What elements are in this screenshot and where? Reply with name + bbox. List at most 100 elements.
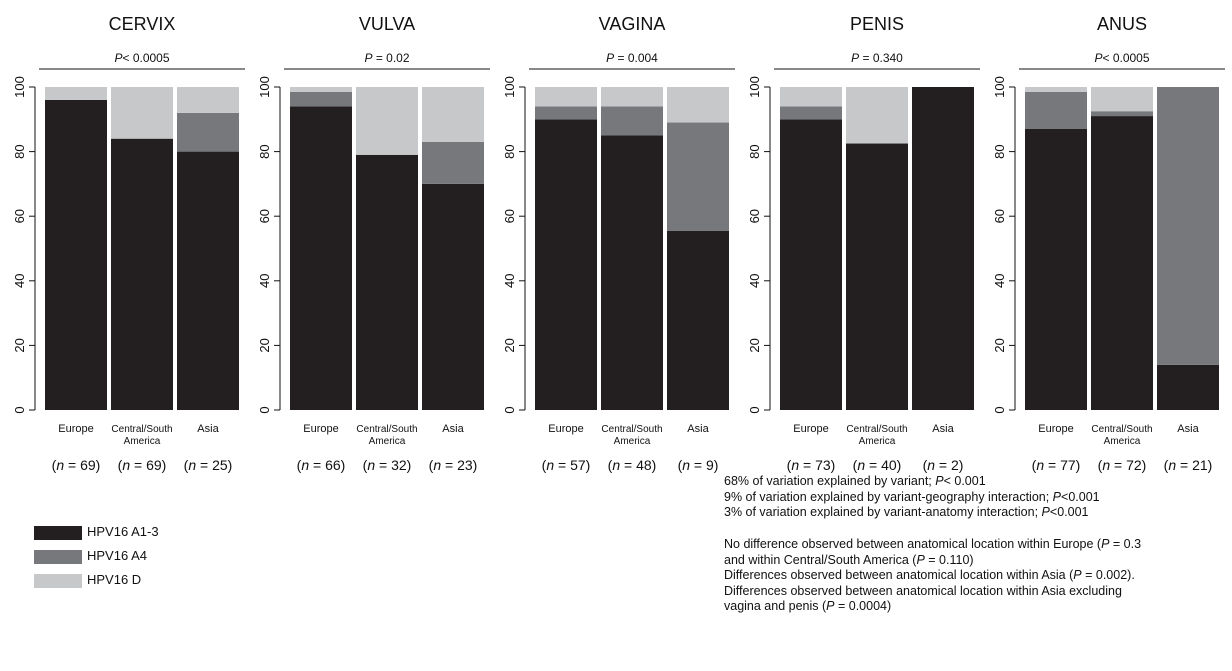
p-value: P< 0.0005 [114, 51, 169, 65]
category-label: Central/South America [1091, 424, 1152, 447]
p-value-symbol: P [606, 51, 614, 65]
p-value-text: = 0.340 [859, 51, 903, 65]
y-tick-label: 60 [992, 209, 1007, 223]
bar-hpv16-d-central-south-america [846, 87, 908, 144]
category-label: Central/South America [846, 424, 907, 447]
category-label-line: Central/South [846, 424, 907, 435]
n-label-symbol: n [1036, 457, 1044, 473]
note-line: No difference observed between anatomica… [724, 537, 1141, 553]
category-label-line: America [1104, 436, 1141, 447]
category-label: Asia [442, 423, 464, 435]
bar-hpv16-a1-3-europe [535, 119, 597, 411]
legend-swatch-a1-3 [34, 526, 82, 540]
note-p-symbol: P [826, 599, 835, 613]
y-tick-label: 100 [12, 76, 27, 98]
bar-hpv16-a4-europe [290, 91, 352, 107]
legend-label-a4: HPV16 A4 [87, 548, 147, 563]
bar-hpv16-d-central-south-america [111, 87, 173, 139]
note-p-symbol: P [1052, 489, 1062, 504]
note-p-symbol: P [1041, 505, 1050, 519]
bar-hpv16-a1-3-central-south-america [111, 138, 173, 410]
n-label: (n = 73) [787, 457, 836, 473]
y-tick-label: 40 [502, 274, 517, 288]
y-tick-label: 60 [502, 209, 517, 223]
category-label-line: Europe [793, 423, 828, 435]
category-label-line: Europe [548, 423, 583, 435]
category-label-line: Central/South [1091, 424, 1152, 435]
n-label: (n = 72) [1098, 457, 1147, 473]
note-value: = 0.3 [1109, 537, 1142, 551]
y-tick-label: 100 [502, 76, 517, 98]
n-label-open: ( [184, 457, 189, 473]
y-tick-label: 0 [747, 406, 762, 413]
legend-label-d: HPV16 D [87, 572, 142, 587]
note-line: Differences observed between anatomical … [724, 584, 1141, 600]
n-label-symbol: n [122, 457, 130, 473]
n-label-symbol: n [188, 457, 196, 473]
y-tick-label: 0 [992, 406, 1007, 413]
category-label-line: Asia [932, 423, 954, 435]
n-label-value: = 32) [375, 457, 411, 473]
y-tick-label: 100 [257, 76, 272, 98]
p-value-symbol: P [1094, 51, 1102, 65]
bar-hpv16-d-central-south-america [356, 87, 418, 155]
n-label-value: = 69) [130, 457, 166, 473]
category-label: Asia [197, 423, 219, 435]
bar-hpv16-a1-3-central-south-america [846, 143, 908, 410]
bar-hpv16-a1-3-asia [667, 230, 729, 410]
p-value-symbol: P [851, 51, 859, 65]
p-value: P = 0.004 [606, 51, 658, 65]
n-label: (n = 69) [118, 457, 167, 473]
category-label-line: Central/South [111, 424, 172, 435]
y-tick-label: 40 [992, 274, 1007, 288]
n-label-symbol: n [791, 457, 799, 473]
n-label: (n = 32) [363, 457, 412, 473]
n-label-value: = 25) [196, 457, 232, 473]
p-value-text: < 0.0005 [122, 51, 169, 65]
category-label: Central/South America [356, 424, 417, 447]
note-line: Differences observed between anatomical … [724, 568, 1141, 584]
n-label-open: ( [429, 457, 434, 473]
note-line: 68% of variation explained by variant; P… [724, 474, 1100, 490]
y-tick-label: 80 [747, 144, 762, 158]
note-p-symbol: P [1101, 537, 1110, 551]
note-text: Differences observed between anatomical … [724, 583, 1122, 598]
bar-hpv16-d-asia [667, 87, 729, 123]
panel-title: PENIS [850, 14, 904, 34]
n-label: (n = 23) [429, 457, 478, 473]
category-label: Europe [793, 423, 828, 435]
y-tick-label: 20 [747, 338, 762, 352]
y-tick-label: 100 [747, 76, 762, 98]
y-tick-label: 40 [747, 274, 762, 288]
category-label-line: Central/South [601, 424, 662, 435]
note-text: 3% of variation explained by variant-ana… [724, 505, 1042, 519]
n-label-symbol: n [301, 457, 309, 473]
n-label: (n = 66) [297, 457, 346, 473]
n-label-value: = 40) [865, 457, 901, 473]
n-label-symbol: n [927, 457, 935, 473]
category-label-line: Central/South [356, 424, 417, 435]
panel-title: ANUS [1097, 14, 1147, 34]
n-label-value: = 77) [1044, 457, 1080, 473]
category-label-line: Europe [303, 423, 338, 435]
note-text: vagina and penis ( [724, 599, 827, 613]
category-label: Europe [1038, 423, 1073, 435]
category-label-line: America [124, 436, 161, 447]
bar-hpv16-a4-central-south-america [601, 106, 663, 136]
n-label-open: ( [1098, 457, 1103, 473]
y-tick-label: 20 [992, 338, 1007, 352]
bar-hpv16-a4-europe [780, 106, 842, 120]
y-tick-label: 0 [12, 406, 27, 413]
n-label-value: = 21) [1176, 457, 1212, 473]
note-line: 9% of variation explained by variant-geo… [724, 490, 1100, 506]
bar-hpv16-a1-3-europe [780, 119, 842, 411]
p-value: P = 0.340 [851, 51, 903, 65]
note-p-symbol: P [935, 474, 944, 488]
n-label-open: ( [118, 457, 123, 473]
y-tick-label: 20 [257, 338, 272, 352]
category-label-line: Asia [687, 423, 709, 435]
bar-hpv16-d-europe [535, 87, 597, 107]
legend-label-a1-3: HPV16 A1-3 [87, 524, 159, 539]
